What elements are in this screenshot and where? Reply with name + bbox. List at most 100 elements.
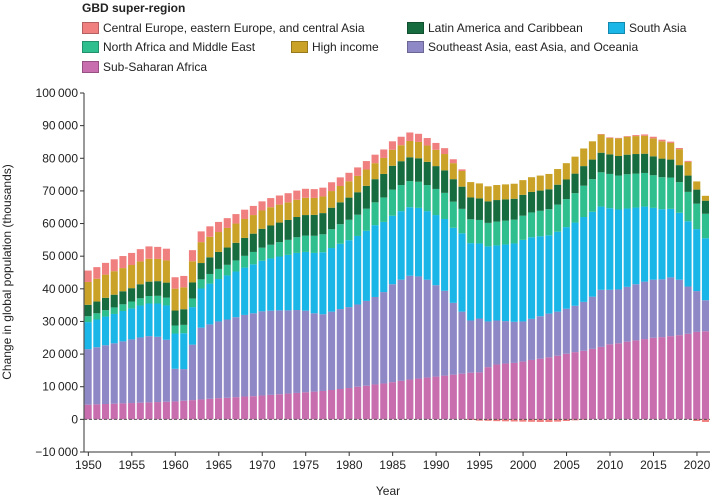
bar-segment — [597, 346, 605, 420]
bar-segment — [188, 307, 197, 345]
bar-segment — [319, 196, 327, 214]
bar-segment — [684, 191, 692, 222]
bar-segment — [371, 296, 379, 385]
bar-segment — [101, 262, 110, 275]
bar-segment — [536, 190, 544, 211]
bar-segment — [354, 304, 362, 387]
bar-segment — [684, 286, 692, 334]
bar-segment — [449, 374, 457, 420]
bar-segment — [310, 189, 318, 198]
legend-label-north-africa: North Africa and Middle East — [103, 40, 256, 54]
bar-segment — [162, 282, 170, 298]
x-ticks: 1950 1955 1960 1965 1970 1975 1980 1985 1990 1995… — [75, 452, 711, 472]
y-tick-label: 40 000 — [42, 282, 78, 296]
bar-segment — [675, 147, 683, 150]
legend-label-central-europe: Central Europe, eastern Europe, and cent… — [103, 21, 365, 35]
legend-item-high-income: High income — [291, 40, 379, 54]
bar-segment — [406, 207, 414, 276]
bar-segment — [188, 400, 197, 420]
bar-segment — [658, 177, 666, 210]
bar-segment — [693, 229, 701, 292]
bar-segment — [614, 175, 623, 210]
bar-segment — [319, 234, 327, 253]
bar-segment — [423, 161, 431, 186]
bar-segment — [267, 258, 275, 311]
bar-segment — [432, 166, 440, 189]
bar-segment — [467, 197, 475, 220]
bar-segment — [536, 210, 544, 237]
bar-segment — [545, 357, 553, 420]
bar-segment — [432, 142, 440, 150]
bar-segment — [397, 380, 405, 420]
bar-segment — [623, 136, 631, 155]
stacked-bars — [84, 132, 709, 422]
y-tick-label: 90 000 — [42, 119, 78, 133]
bar-segment — [562, 199, 570, 228]
bar-segment — [119, 304, 127, 312]
bar-segment — [145, 281, 153, 296]
bar-segment — [197, 279, 205, 289]
bar-segment — [206, 398, 214, 420]
bar-segment — [519, 361, 527, 420]
bar-segment — [641, 153, 649, 173]
bar-segment — [519, 321, 527, 362]
bar-segment — [293, 392, 301, 420]
bar-segment — [154, 336, 162, 403]
bar-segment — [84, 322, 92, 350]
bar-segment — [336, 389, 344, 420]
bar-segment — [310, 197, 318, 215]
bar-segment — [397, 136, 405, 146]
bar-segment — [84, 270, 92, 282]
bar-segment — [293, 310, 301, 393]
bar-segment — [171, 310, 179, 326]
bar-segment — [362, 185, 370, 209]
bar-segment — [154, 281, 162, 296]
bar-segment — [145, 402, 153, 420]
legend-item-north-africa: North Africa and Middle East — [82, 40, 255, 54]
bar-segment — [388, 382, 396, 420]
bar-segment — [128, 288, 136, 302]
bar-segment — [206, 226, 214, 237]
bar-segment — [328, 311, 336, 390]
bar-segment — [475, 372, 483, 420]
bar-segment — [684, 160, 692, 162]
bar-segment — [554, 231, 562, 312]
bar-segment — [475, 318, 483, 373]
bar-segment — [154, 258, 162, 282]
bar-segment — [467, 182, 475, 198]
bar-segment — [597, 206, 605, 290]
bar-segment — [545, 189, 553, 210]
legend-swatch-central-europe — [82, 22, 99, 34]
bar-segment — [675, 182, 683, 213]
bar-segment — [93, 267, 101, 279]
bar-segment — [328, 248, 336, 312]
bar-segment — [641, 339, 649, 420]
bar-segment — [632, 173, 640, 208]
bar-segment — [188, 261, 197, 283]
bar-segment — [632, 154, 640, 174]
legend-item-latin-america: Latin America and Caribbean — [407, 21, 583, 35]
bar-segment — [145, 258, 153, 282]
bar-segment — [606, 289, 614, 345]
bar-segment — [188, 298, 197, 308]
bar-segment — [641, 134, 649, 136]
bar-segment — [597, 172, 605, 207]
bar-segment — [362, 230, 370, 301]
bar-segment — [432, 376, 440, 420]
bar-segment — [528, 318, 536, 360]
bar-segment — [119, 291, 127, 305]
bar-segment — [649, 279, 657, 338]
bar-segment — [658, 139, 666, 142]
bar-segment — [362, 385, 370, 420]
x-tick-label: 1965 — [205, 458, 232, 472]
bar-segment — [484, 321, 492, 368]
bar-segment — [136, 298, 144, 306]
bar-segment — [571, 305, 579, 353]
bar-segment — [649, 337, 657, 420]
bar-segment — [206, 324, 214, 399]
bar-segment — [258, 247, 266, 261]
bar-segment — [458, 233, 466, 312]
y-ticks: −10 000 0 10 000 20 000 30 000 40 000 50 000 60… — [35, 86, 84, 459]
bar-segment — [93, 404, 101, 420]
bar-segment — [101, 316, 110, 346]
